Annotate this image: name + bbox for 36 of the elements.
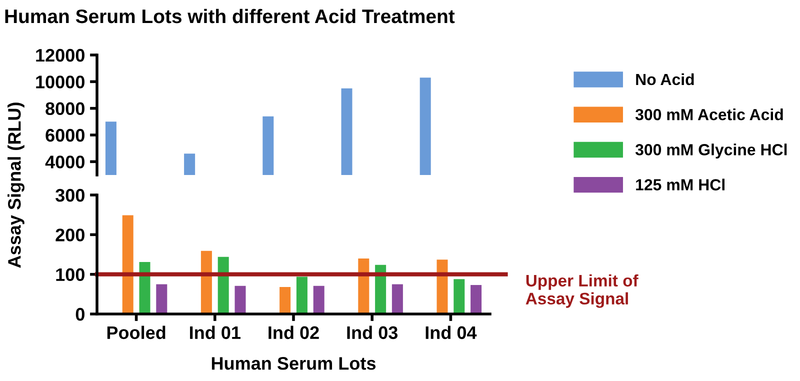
bar <box>156 284 168 314</box>
y-tick-label: 8000 <box>46 102 84 116</box>
x-tick-label: Pooled <box>107 326 166 340</box>
y-tick-label: 12000 <box>36 48 84 62</box>
bar <box>358 258 370 314</box>
bar <box>280 287 291 314</box>
legend-label: No Acid <box>636 73 694 86</box>
x-tick-label: Ind 03 <box>347 326 398 340</box>
y-axis-title: Assay Signal (RLU) <box>8 102 24 268</box>
y-tick-label: 10000 <box>36 76 84 88</box>
bar <box>139 262 150 314</box>
x-tick-label: Ind 01 <box>190 326 240 340</box>
y-tick-label: 200 <box>56 228 84 242</box>
bar <box>392 284 403 314</box>
y-tick-label: 4000 <box>45 156 84 168</box>
legend-label: 300 mM Glycine HCl <box>635 144 787 159</box>
bar <box>296 276 308 314</box>
ref-line-label: Upper Limit of Assay Signal <box>526 274 638 308</box>
bar <box>436 260 448 314</box>
bar <box>234 286 246 314</box>
y-tick-label: 300 <box>55 188 84 202</box>
bar <box>470 285 482 314</box>
y-tick-label: 0 <box>76 308 84 321</box>
x-axis-title: Human Serum Lots <box>212 357 376 370</box>
x-tick-label: Ind 02 <box>268 326 319 340</box>
chart-title: Human Serum Lots with different Acid Treatment <box>5 8 455 24</box>
y-tick-label: 100 <box>56 268 84 282</box>
bar <box>313 286 324 314</box>
legend-label: 300 mM Acetic Acid <box>635 108 783 120</box>
legend-label: 125 mM HCl <box>636 178 724 190</box>
bar <box>122 215 134 314</box>
x-tick-label: Ind 04 <box>426 326 477 340</box>
bar <box>454 279 465 314</box>
y-tick-label: 6000 <box>46 128 84 142</box>
bar <box>218 256 229 314</box>
bar <box>200 250 212 314</box>
